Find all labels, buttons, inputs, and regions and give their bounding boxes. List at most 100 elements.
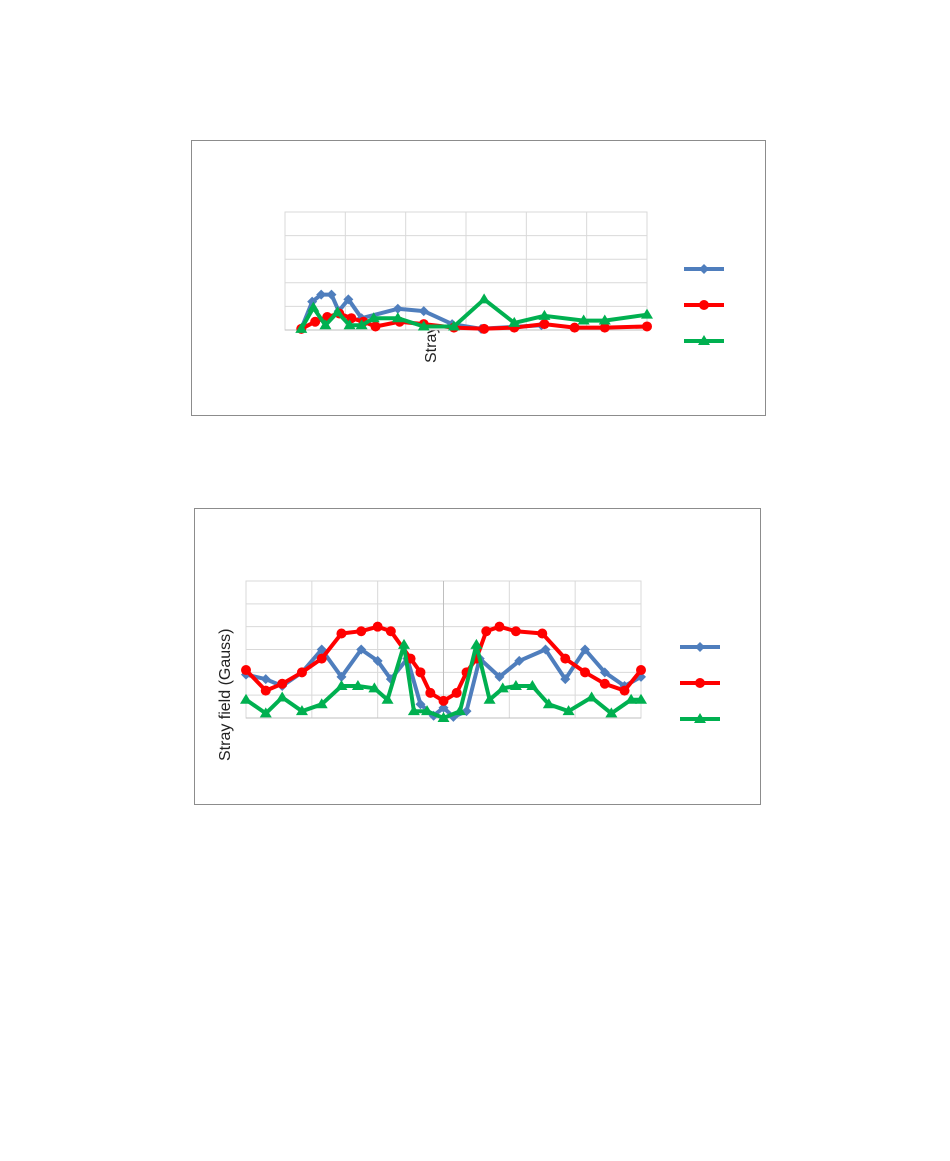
data-point bbox=[331, 306, 344, 317]
y-axis-label: Stray field (Gauss) bbox=[217, 629, 234, 761]
data-point bbox=[585, 691, 598, 702]
series-2 bbox=[241, 621, 646, 706]
data-point bbox=[407, 705, 420, 716]
series-3 bbox=[295, 293, 653, 333]
data-point bbox=[540, 644, 551, 655]
data-point bbox=[398, 638, 410, 649]
data-point bbox=[295, 322, 308, 333]
series-3 bbox=[240, 638, 647, 722]
data-point bbox=[580, 644, 591, 655]
data-point bbox=[560, 674, 571, 685]
data-point bbox=[355, 319, 368, 330]
data-point bbox=[296, 667, 307, 678]
data-point bbox=[598, 314, 611, 325]
data-point bbox=[642, 321, 652, 332]
data-point bbox=[316, 289, 327, 300]
data-point bbox=[470, 638, 483, 649]
data-point bbox=[260, 685, 271, 696]
data-point bbox=[368, 682, 381, 693]
data-point bbox=[391, 312, 404, 323]
data-point bbox=[451, 687, 462, 698]
data-point bbox=[315, 698, 328, 709]
data-point bbox=[526, 680, 539, 691]
data-point bbox=[326, 289, 337, 300]
data-point bbox=[356, 644, 367, 655]
data-point bbox=[307, 301, 320, 312]
legend-marker bbox=[699, 300, 709, 310]
data-point bbox=[367, 312, 380, 323]
data-point bbox=[335, 680, 348, 691]
data-point bbox=[494, 621, 505, 632]
data-point bbox=[636, 665, 646, 676]
legend-entry-1 bbox=[680, 642, 720, 652]
data-point bbox=[316, 644, 327, 655]
data-point bbox=[418, 306, 429, 317]
data-point bbox=[599, 667, 610, 678]
data-point bbox=[599, 322, 610, 333]
data-point bbox=[496, 682, 509, 693]
data-point bbox=[356, 626, 367, 637]
data-point bbox=[259, 707, 272, 718]
data-point bbox=[240, 693, 252, 704]
legend-entry-1 bbox=[684, 264, 724, 274]
chart-1: Stray field (Gauss) bbox=[191, 140, 766, 416]
data-point bbox=[508, 316, 521, 327]
data-point bbox=[641, 308, 653, 319]
plot-area bbox=[245, 580, 642, 719]
data-point bbox=[425, 687, 436, 698]
data-point bbox=[509, 680, 522, 691]
data-point bbox=[619, 685, 630, 696]
data-point bbox=[478, 293, 491, 304]
data-point bbox=[481, 626, 492, 637]
data-point bbox=[447, 320, 460, 331]
data-point bbox=[310, 316, 321, 327]
data-point bbox=[510, 626, 521, 637]
chart-2-svg: Stray field (Gauss) bbox=[217, 580, 720, 761]
legend-entry-3 bbox=[684, 335, 724, 345]
data-point bbox=[580, 667, 591, 678]
data-point bbox=[343, 294, 354, 305]
data-point bbox=[372, 621, 383, 632]
legend-marker bbox=[698, 335, 710, 345]
data-point bbox=[625, 693, 638, 704]
data-point bbox=[381, 693, 394, 704]
data-point bbox=[599, 678, 610, 689]
data-point bbox=[351, 680, 364, 691]
data-point bbox=[415, 699, 426, 710]
legend-marker bbox=[695, 678, 705, 688]
data-point bbox=[417, 320, 430, 331]
data-point bbox=[479, 323, 490, 334]
data-point bbox=[316, 653, 327, 664]
data-point bbox=[438, 702, 449, 713]
data-point bbox=[635, 693, 647, 704]
data-point bbox=[438, 695, 449, 706]
data-point bbox=[494, 671, 505, 682]
data-point bbox=[385, 626, 396, 637]
legend-entry-3 bbox=[680, 713, 720, 723]
data-point bbox=[569, 322, 580, 333]
data-point bbox=[336, 671, 347, 682]
chart-1-svg: Stray field (Gauss) bbox=[284, 211, 724, 363]
data-point bbox=[542, 698, 555, 709]
data-point bbox=[319, 319, 332, 330]
data-point bbox=[538, 309, 551, 320]
data-point bbox=[453, 705, 466, 716]
data-point bbox=[295, 705, 308, 716]
legend-entry-2 bbox=[684, 300, 724, 310]
data-point bbox=[343, 319, 356, 330]
legend-marker bbox=[694, 713, 706, 723]
data-point bbox=[241, 665, 251, 676]
data-point bbox=[514, 655, 525, 666]
data-point bbox=[421, 705, 434, 716]
data-point bbox=[461, 706, 472, 717]
data-point bbox=[437, 712, 450, 722]
data-point bbox=[276, 691, 289, 702]
legend-marker bbox=[699, 264, 709, 274]
data-point bbox=[336, 628, 347, 639]
legend-marker bbox=[695, 642, 705, 652]
data-point bbox=[372, 655, 383, 666]
data-point bbox=[560, 653, 571, 664]
data-point bbox=[370, 321, 381, 332]
chart-2: Stray field (Gauss) bbox=[194, 508, 761, 805]
data-point bbox=[392, 303, 403, 314]
